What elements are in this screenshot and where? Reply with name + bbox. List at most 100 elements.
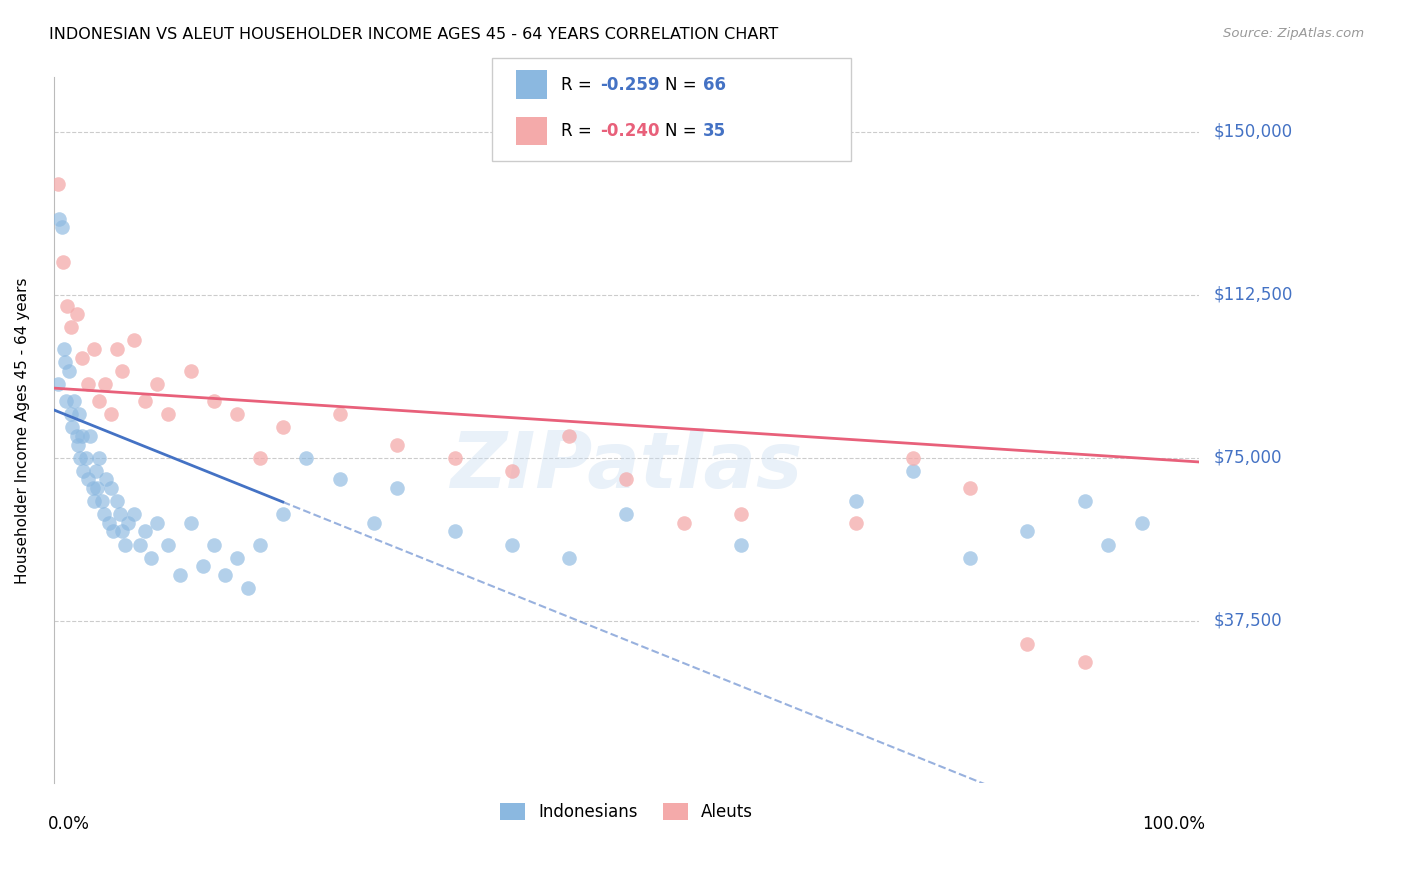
Point <box>329 407 352 421</box>
Point <box>111 524 134 539</box>
Point <box>90 494 112 508</box>
Point <box>58 364 80 378</box>
Text: $75,000: $75,000 <box>1213 449 1282 467</box>
Point <box>1074 655 1097 669</box>
Point <box>105 342 128 356</box>
Point <box>1097 537 1119 551</box>
Point <box>616 507 638 521</box>
Point <box>443 524 465 539</box>
Point <box>387 481 409 495</box>
Point <box>89 394 111 409</box>
Point <box>157 537 180 551</box>
Point <box>72 429 94 443</box>
Text: -0.259: -0.259 <box>600 76 659 94</box>
Point <box>238 581 260 595</box>
Point <box>103 524 125 539</box>
Text: N =: N = <box>665 122 702 140</box>
Text: 100.0%: 100.0% <box>1142 815 1205 833</box>
Point <box>65 429 87 443</box>
Point <box>730 507 752 521</box>
Point <box>93 507 115 521</box>
Point <box>52 255 75 269</box>
Point <box>1017 524 1039 539</box>
Point <box>60 420 83 434</box>
Point <box>72 464 94 478</box>
Point <box>271 507 294 521</box>
Text: $150,000: $150,000 <box>1213 123 1292 141</box>
Point <box>56 299 79 313</box>
Point <box>67 407 90 421</box>
Point <box>249 537 271 551</box>
Point <box>83 342 105 356</box>
Text: Source: ZipAtlas.com: Source: ZipAtlas.com <box>1223 27 1364 40</box>
Point <box>108 507 131 521</box>
Point <box>96 472 118 486</box>
Point <box>145 516 167 530</box>
Point <box>117 516 139 530</box>
Text: 35: 35 <box>703 122 725 140</box>
Point <box>249 450 271 465</box>
Point <box>59 407 82 421</box>
Point <box>48 211 70 226</box>
Point <box>901 450 924 465</box>
Point <box>501 464 523 478</box>
Text: $112,500: $112,500 <box>1213 285 1292 303</box>
Point <box>180 364 202 378</box>
Point <box>66 437 89 451</box>
Text: -0.240: -0.240 <box>600 122 659 140</box>
Point <box>901 464 924 478</box>
Point <box>202 537 225 551</box>
Point <box>139 550 162 565</box>
Point <box>363 516 385 530</box>
Legend: Indonesians, Aleuts: Indonesians, Aleuts <box>494 797 759 828</box>
Point <box>180 516 202 530</box>
Point <box>202 394 225 409</box>
Point <box>105 494 128 508</box>
Point <box>69 450 91 465</box>
Point <box>86 481 108 495</box>
Point <box>845 516 868 530</box>
Point <box>145 376 167 391</box>
Point <box>214 568 236 582</box>
Point <box>443 450 465 465</box>
Point <box>59 320 82 334</box>
Text: 66: 66 <box>703 76 725 94</box>
Point <box>1017 637 1039 651</box>
Point <box>122 334 145 348</box>
Point <box>157 407 180 421</box>
Point <box>616 472 638 486</box>
Point <box>1130 516 1153 530</box>
Point <box>169 568 191 582</box>
Point <box>55 394 77 409</box>
Point <box>122 507 145 521</box>
Y-axis label: Householder Income Ages 45 - 64 years: Householder Income Ages 45 - 64 years <box>15 277 30 583</box>
Point <box>329 472 352 486</box>
Point <box>46 376 69 391</box>
Text: R =: R = <box>561 76 598 94</box>
Point <box>89 450 111 465</box>
Point <box>79 429 101 443</box>
Point <box>97 516 120 530</box>
Point <box>84 464 107 478</box>
Text: R =: R = <box>561 122 598 140</box>
Point <box>111 364 134 378</box>
Point <box>63 394 86 409</box>
Point <box>114 537 136 551</box>
Point <box>672 516 695 530</box>
Point <box>128 537 150 551</box>
Point <box>94 376 117 391</box>
Point <box>46 177 69 191</box>
Point <box>65 307 87 321</box>
Point <box>191 559 214 574</box>
Point <box>77 376 100 391</box>
Point <box>271 420 294 434</box>
Point <box>134 524 156 539</box>
Text: 0.0%: 0.0% <box>48 815 90 833</box>
Point <box>72 351 94 365</box>
Point <box>51 220 73 235</box>
Text: INDONESIAN VS ALEUT HOUSEHOLDER INCOME AGES 45 - 64 YEARS CORRELATION CHART: INDONESIAN VS ALEUT HOUSEHOLDER INCOME A… <box>49 27 779 42</box>
Point <box>53 355 76 369</box>
Point <box>558 550 581 565</box>
Point <box>558 429 581 443</box>
Point <box>501 537 523 551</box>
